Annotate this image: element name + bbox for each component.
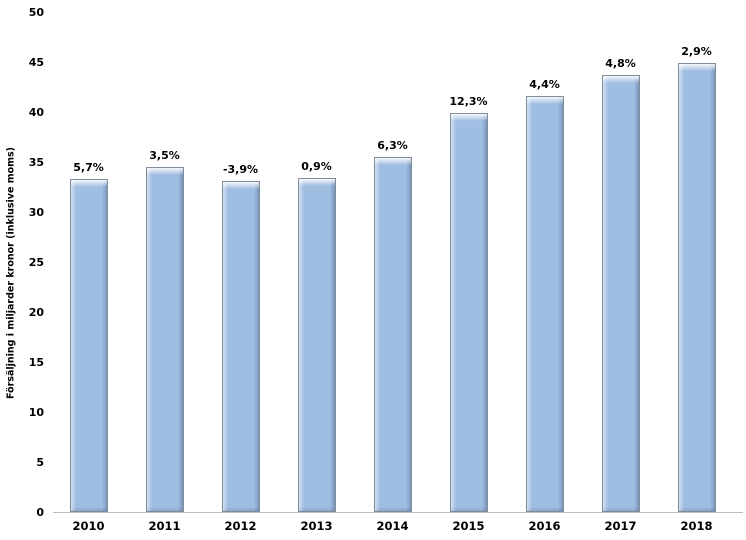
y-tick-label: 30 bbox=[28, 205, 44, 219]
bar-growth-label: 0,9% bbox=[301, 160, 332, 173]
x-tick-label: 2011 bbox=[148, 519, 181, 533]
x-tick-label: 2014 bbox=[376, 519, 409, 533]
x-tick-label: 2010 bbox=[72, 519, 105, 533]
bar-2012 bbox=[221, 181, 260, 512]
y-tick-label: 35 bbox=[28, 155, 44, 169]
bar-2013 bbox=[297, 178, 336, 512]
x-tick-label: 2013 bbox=[300, 519, 333, 533]
y-tick-label: 20 bbox=[28, 305, 44, 319]
bar-growth-label: 3,5% bbox=[149, 149, 180, 162]
y-tick-label: 15 bbox=[28, 355, 44, 369]
x-tick-label: 2018 bbox=[680, 519, 713, 533]
bar-2015 bbox=[449, 113, 488, 512]
y-tick-label: 10 bbox=[28, 405, 44, 419]
bar-2011 bbox=[145, 167, 184, 512]
y-tick-label: 50 bbox=[28, 5, 44, 19]
bar-2010 bbox=[69, 179, 108, 512]
x-tick-label: 2012 bbox=[224, 519, 257, 533]
bar-growth-label: 4,4% bbox=[529, 78, 560, 91]
y-tick-label: 40 bbox=[28, 105, 44, 119]
bar-growth-label: 12,3% bbox=[449, 95, 488, 108]
y-tick-label: 25 bbox=[28, 255, 44, 269]
bar-2017 bbox=[601, 75, 640, 512]
bar-growth-label: 5,7% bbox=[73, 161, 104, 174]
bar-growth-label: 6,3% bbox=[377, 139, 408, 152]
y-tick-label: 45 bbox=[28, 55, 44, 69]
bar-2014 bbox=[373, 157, 412, 512]
y-tick-label: 0 bbox=[36, 505, 44, 519]
y-tick-label: 5 bbox=[36, 455, 44, 469]
bar-growth-label: 4,8% bbox=[605, 57, 636, 70]
bar-growth-label: 2,9% bbox=[681, 45, 712, 58]
x-tick-label: 2015 bbox=[452, 519, 485, 533]
bar-2016 bbox=[525, 96, 564, 512]
bar-2018 bbox=[677, 63, 716, 512]
bar-growth-label: -3,9% bbox=[222, 163, 259, 176]
x-tick-label: 2016 bbox=[528, 519, 561, 533]
x-tick-label: 2017 bbox=[604, 519, 637, 533]
x-axis-line bbox=[53, 512, 743, 513]
